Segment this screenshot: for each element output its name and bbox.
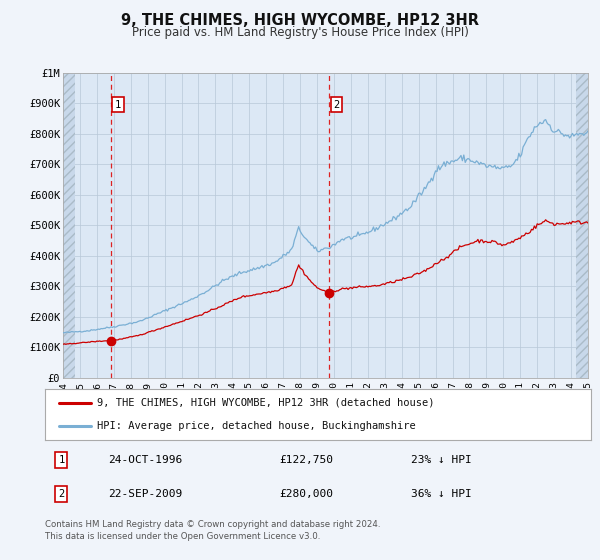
Text: 23% ↓ HPI: 23% ↓ HPI [411,455,472,465]
Bar [576,73,588,378]
Text: 1: 1 [58,455,65,465]
Text: 22-SEP-2009: 22-SEP-2009 [108,488,182,498]
Bar [63,73,75,378]
Text: £122,750: £122,750 [280,455,334,465]
Text: 9, THE CHIMES, HIGH WYCOMBE, HP12 3HR: 9, THE CHIMES, HIGH WYCOMBE, HP12 3HR [121,13,479,29]
Text: 2: 2 [334,100,340,110]
Text: 9, THE CHIMES, HIGH WYCOMBE, HP12 3HR (detached house): 9, THE CHIMES, HIGH WYCOMBE, HP12 3HR (d… [97,398,434,408]
Text: £280,000: £280,000 [280,488,334,498]
Text: Contains HM Land Registry data © Crown copyright and database right 2024.: Contains HM Land Registry data © Crown c… [45,520,380,529]
Text: This data is licensed under the Open Government Licence v3.0.: This data is licensed under the Open Gov… [45,532,320,541]
Text: 2: 2 [58,488,65,498]
Text: 1: 1 [115,100,121,110]
Text: 24-OCT-1996: 24-OCT-1996 [108,455,182,465]
Text: Price paid vs. HM Land Registry's House Price Index (HPI): Price paid vs. HM Land Registry's House … [131,26,469,39]
Text: HPI: Average price, detached house, Buckinghamshire: HPI: Average price, detached house, Buck… [97,421,416,431]
Text: 36% ↓ HPI: 36% ↓ HPI [411,488,472,498]
